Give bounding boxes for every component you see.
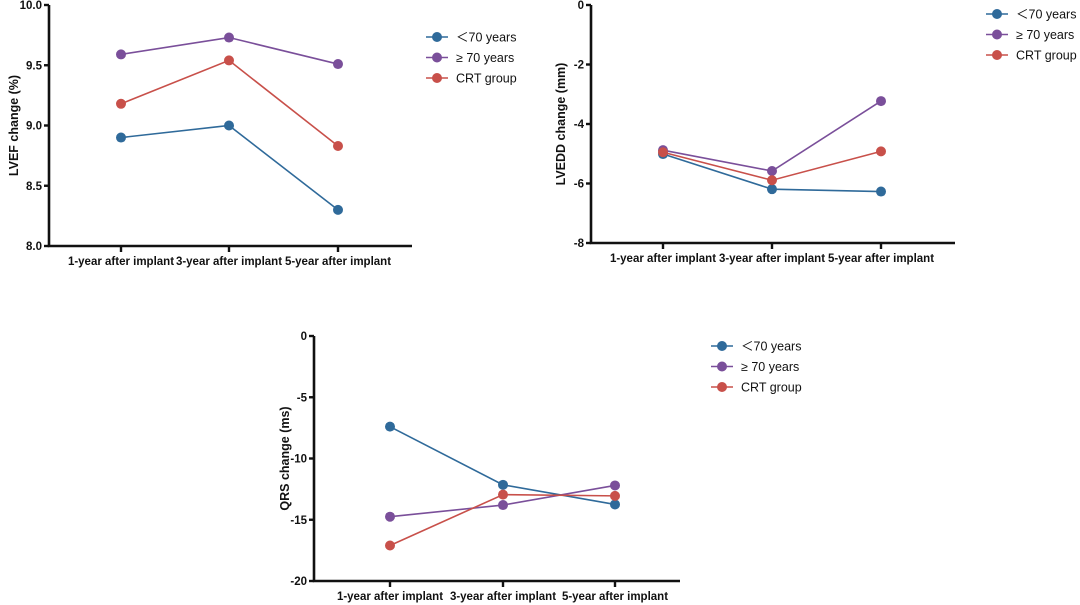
x-category-label: 1-year after implant (337, 591, 443, 603)
data-point (498, 489, 508, 500)
data-point (498, 479, 508, 490)
data-point (385, 511, 395, 522)
x-category-label: 5-year after implant (285, 256, 391, 268)
y-axis-title: QRS change (ms) (278, 406, 292, 510)
legend-item: ≥ 70 years (711, 360, 799, 374)
legend-item: ＜70 years (711, 340, 801, 354)
x-category-label: 1-year after implant (68, 256, 174, 268)
legend-label: CRT group (1016, 49, 1077, 63)
data-point (224, 55, 234, 66)
chart-lvef: 8.0 8.5 9.0 9.5 10.0 1-year after implant 3-ye… (7, 0, 517, 268)
y-tick-label: 9.5 (26, 60, 43, 72)
y-tick-label: -20 (290, 576, 307, 588)
data-point (385, 421, 395, 432)
data-point (224, 120, 234, 131)
legend-label: ≥ 70 years (456, 51, 514, 65)
data-point (116, 132, 126, 143)
data-point (116, 49, 126, 60)
data-point (498, 500, 508, 511)
data-point (610, 490, 620, 501)
y-tick-label: -6 (574, 179, 584, 191)
y-tick-label: 10.0 (20, 0, 42, 12)
data-point (333, 204, 343, 215)
legend-item: ＜70 years (426, 31, 516, 45)
y-tick-label: 8.0 (26, 241, 42, 253)
legend-dot-marker (717, 382, 727, 392)
legend-dot-marker (992, 29, 1002, 40)
chart-qrs: -20 -15 -10 -5 0 1-year after implant 3-year a… (278, 331, 802, 603)
legend-label: ＜70 years (1016, 8, 1076, 22)
data-point (767, 175, 777, 186)
data-point (224, 32, 234, 43)
x-category-label: 3-year after implant (719, 253, 825, 265)
series-line-0 (120, 124, 339, 211)
legend-label: CRT group (741, 381, 802, 395)
data-point (333, 59, 343, 70)
data-point (610, 499, 620, 510)
legend-label: CRT group (456, 72, 517, 86)
legend-item: CRT group (426, 72, 517, 86)
y-axis-title: LVEDD change (mm) (554, 63, 568, 186)
legend-dot-marker (992, 50, 1002, 60)
legend-dot-marker (432, 73, 442, 83)
data-point (658, 147, 668, 158)
legend-dot-marker (717, 361, 727, 372)
x-category-label: 1-year after implant (610, 253, 716, 265)
legend-item: CRT group (711, 381, 802, 395)
y-tick-label: 0 (301, 331, 307, 343)
x-category-label: 5-year after implant (562, 591, 668, 603)
data-point (333, 140, 343, 151)
y-tick-label: -10 (290, 454, 307, 466)
legend-dot-marker (717, 341, 727, 351)
legend-label: ＜70 years (741, 340, 801, 354)
x-category-label: 3-year after implant (176, 256, 282, 268)
legend-item: CRT group (986, 49, 1077, 63)
legend-label: ≥ 70 years (1016, 28, 1074, 42)
y-tick-label: 9.0 (26, 121, 42, 133)
data-point (116, 98, 126, 109)
y-tick-label: -5 (297, 392, 308, 404)
legend-dot-marker (992, 9, 1002, 19)
legend-dot-marker (432, 52, 442, 63)
data-point (385, 540, 395, 551)
y-axis-title: LVEF change (%) (7, 75, 21, 176)
data-point (767, 184, 777, 195)
legend-label: ＜70 years (456, 31, 516, 45)
chart-lvedd: -8 -6 -4 -2 0 1-year after implant 3-year afte… (554, 0, 1077, 265)
y-tick-label: 8.5 (26, 181, 43, 193)
legend-item: ≥ 70 years (986, 28, 1074, 42)
x-category-label: 3-year after implant (450, 591, 556, 603)
y-tick-label: 0 (578, 0, 584, 12)
legend-item: ＜70 years (986, 8, 1076, 22)
legend-label: ≥ 70 years (741, 360, 799, 374)
y-tick-label: -15 (290, 515, 307, 527)
y-tick-label: -8 (574, 238, 585, 250)
legend-dot-marker (432, 32, 442, 42)
data-point (767, 166, 777, 177)
legend-item: ≥ 70 years (426, 51, 514, 65)
data-point (610, 480, 620, 491)
y-tick-label: -4 (574, 119, 585, 131)
y-tick-label: -2 (574, 60, 584, 72)
x-category-label: 5-year after implant (828, 253, 934, 265)
data-point (876, 146, 886, 157)
data-point (876, 96, 886, 107)
data-point (876, 186, 886, 197)
